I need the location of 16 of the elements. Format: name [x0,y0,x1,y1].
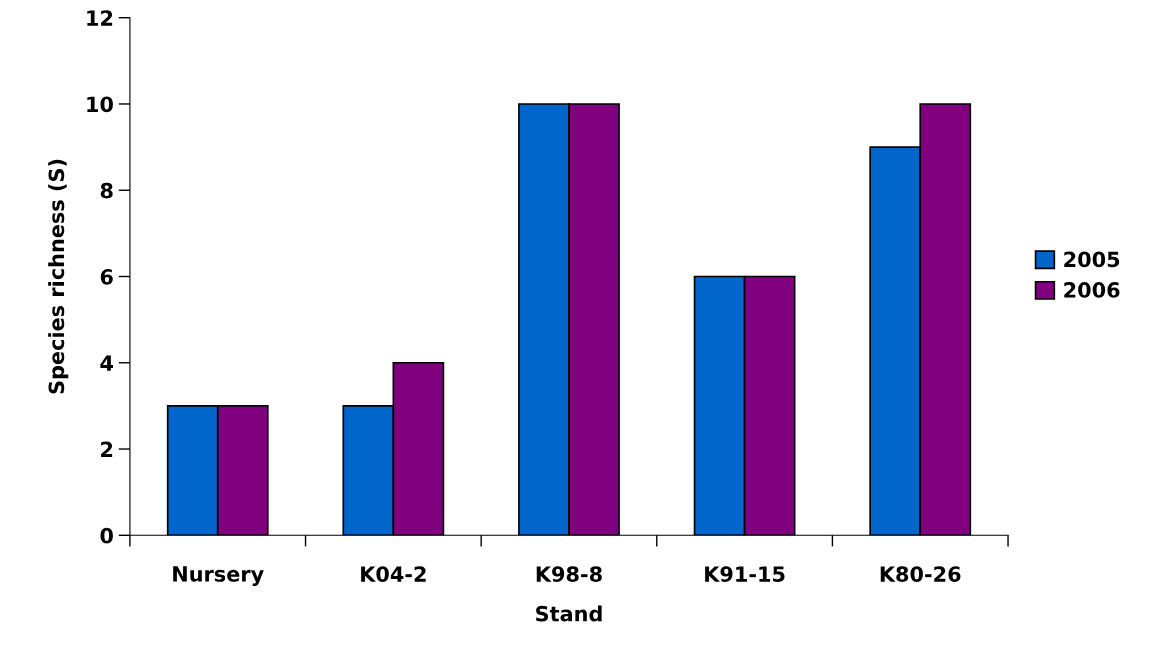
y-tick-label: 10 [87,96,113,113]
legend-label: 2005 [1064,251,1120,268]
y-tick-label: 2 [101,441,113,457]
y-tick-label: 12 [87,10,113,26]
x-tick-label: K80-26 [880,566,961,582]
x-tick-label: Nursery [173,566,264,587]
y-tick-label: 8 [100,182,113,199]
y-axis-title: Species richness (S) [48,159,69,394]
x-tick-label: K04-2 [361,566,426,582]
y-tick-label: 0 [100,527,113,544]
legend-label: 2006 [1064,282,1120,298]
x-axis-title: Stand [536,605,602,622]
y-tick-label: 6 [100,268,113,285]
x-tick-label: K98-8 [536,566,602,582]
y-tick-label: 4 [100,355,113,371]
x-tick-label: K91-15 [705,566,785,582]
